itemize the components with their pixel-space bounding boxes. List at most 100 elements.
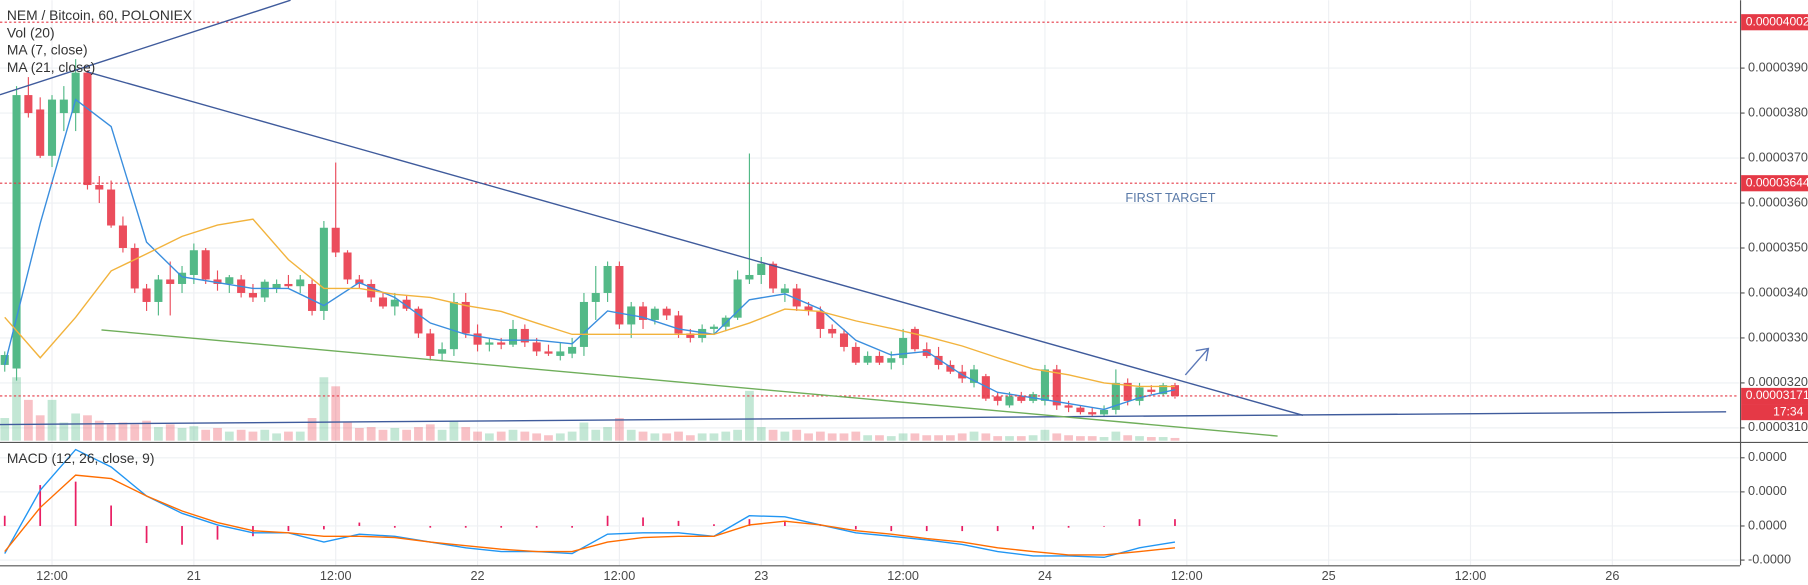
volume-bar [154,427,163,441]
candle-body [556,351,565,356]
candle-body [142,288,151,302]
candle-body [686,333,695,338]
candle-body [934,355,943,365]
volume-bar [1064,435,1073,441]
candle-body [910,328,919,350]
candle-body [993,396,1002,401]
candle-body [59,99,68,114]
y-tick-label: 0.0000 [1748,450,1787,464]
candle-body [1123,382,1132,401]
volume-bar [733,429,742,441]
volume-bar [236,429,246,441]
volume-bar [662,433,672,441]
candle-body [473,333,482,345]
x-tick-label: 22 [470,569,484,583]
candle-body [331,227,340,253]
volume-bar [969,431,979,441]
volume-bar [71,413,81,441]
volume-bar [473,431,482,441]
volume-bar [1005,436,1014,441]
candle-body [1064,405,1073,408]
candle-body [899,337,908,359]
indicator-label: Vol (20) [7,24,55,40]
volume-bar [579,422,589,441]
volume-bar [1135,436,1144,441]
volume-bar [898,433,908,441]
volume-bar [35,415,45,441]
candle-body [1147,389,1156,392]
candle-body [591,292,600,302]
volume-bar [1028,435,1038,441]
candle-body [0,355,9,365]
volume-bar [957,433,967,441]
volume-bar [0,418,10,441]
volume-bar [1099,437,1109,441]
volume-bar [745,390,754,441]
volume-bar [343,422,352,441]
trend-line [0,411,1727,426]
candle-body [757,263,766,275]
candle-body [36,109,45,156]
volume-bar [224,431,234,441]
labels: NEM / Bitcoin, 60, POLONIEX Vol (20) MA … [7,7,1808,583]
candle-body [568,346,577,354]
volume-bar [248,431,258,441]
x-tick-label: 24 [1038,569,1052,583]
price-marker-label: 0.00003644 [1746,175,1808,189]
volume-bar [756,427,766,441]
volume-bar [851,431,861,441]
candle-body [343,252,352,280]
candle-body [166,279,175,284]
volume-bar [910,433,920,441]
y-tick-label: -0.0000 [1748,552,1791,566]
candle-body [130,247,139,289]
volume-bar [886,436,896,441]
candle-body [851,346,860,363]
x-tick-label: 26 [1605,569,1619,583]
volume-bar [875,435,884,441]
volume-bar [118,422,128,441]
volume-bar [461,427,471,441]
volume-bar [615,418,624,441]
candle-body [532,342,541,352]
volume-bar [638,431,648,441]
candle-body [402,299,411,309]
candle-body [308,283,317,311]
x-tick-label: 12:00 [1455,569,1487,583]
price-marker-label: 0.00004002 [1746,14,1808,28]
volume-bar [378,429,388,441]
x-tick-label: 21 [187,569,201,583]
volume-bar [555,433,565,441]
ma-line [4,218,1175,388]
countdown: 17:34 [1773,404,1804,418]
candle-body [709,326,719,329]
candle-body [603,265,612,293]
candle-body [969,369,979,383]
volume-bar [437,429,447,441]
candle-body [875,355,884,363]
candle-body [284,283,293,287]
volume-bar [697,433,707,441]
trend-line [0,0,291,96]
volume-bar [142,420,151,441]
volume-bar [1040,429,1050,441]
candle-body [981,376,990,399]
y-tick-label: 0.0000 [1748,518,1787,532]
indicator-label: MA (21, close) [7,59,95,75]
volume-bar [307,418,317,441]
indicator-label: MACD (12, 26, close, 9) [7,450,155,466]
candle-body [828,328,837,334]
volume-bar [414,427,423,441]
price-marker [1741,387,1808,405]
ma-line [4,98,1176,411]
candle-body [1100,409,1109,415]
x-tick-label: 12:00 [604,569,636,583]
arrow [1184,347,1210,376]
macd-line [4,448,1176,559]
volume-bar [201,429,211,441]
volume-bar [484,433,494,441]
